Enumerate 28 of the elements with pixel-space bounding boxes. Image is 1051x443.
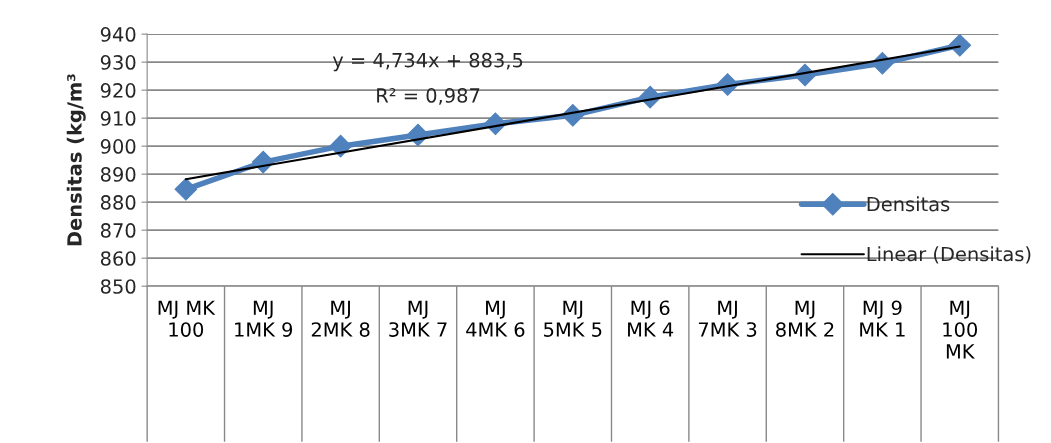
annotation: R² = 0,987 — [377, 88, 480, 105]
x-tick-label: MJ 3MK 7 — [389, 300, 447, 337]
x-tick-label: MJ MK 100 — [158, 300, 216, 337]
y-tick-label: 910 — [100, 111, 136, 126]
x-tick-label: MJ 5MK 5 — [544, 300, 602, 337]
x-tick-label: MJ 100 MK — [943, 300, 978, 359]
y-tick-label: 920 — [100, 83, 136, 98]
y-tick-label: 870 — [100, 223, 136, 238]
x-tick-label: MJ 9 MK 1 — [860, 300, 905, 337]
y-tick-label: 940 — [100, 27, 136, 42]
point — [174, 177, 198, 201]
y-tick-label: 880 — [100, 195, 136, 210]
x-tick-label: MJ 7MK 3 — [698, 300, 757, 337]
x-tick-label: MJ 1MK 9 — [235, 300, 293, 337]
legend-label: Linear (Densitas) — [867, 246, 1031, 264]
y-tick-label: 900 — [100, 139, 136, 154]
y-tick-label: 860 — [100, 251, 136, 266]
legend-label: Densitas — [867, 196, 950, 212]
y-tick-label: 890 — [100, 167, 136, 182]
point — [948, 34, 972, 57]
x-tick-label: MJ 2MK 8 — [311, 300, 370, 337]
x-tick-label: MJ 8MK 2 — [776, 300, 834, 337]
y-axis-title: Densitas (kg/m³ — [66, 74, 86, 246]
x-tick-label: MJ 4MK 6 — [466, 300, 525, 337]
y-tick-label: 850 — [100, 279, 136, 294]
point — [329, 134, 352, 158]
y-tick-label: 930 — [100, 55, 136, 70]
x-tick-label: MJ 6 MK 4 — [628, 300, 674, 337]
